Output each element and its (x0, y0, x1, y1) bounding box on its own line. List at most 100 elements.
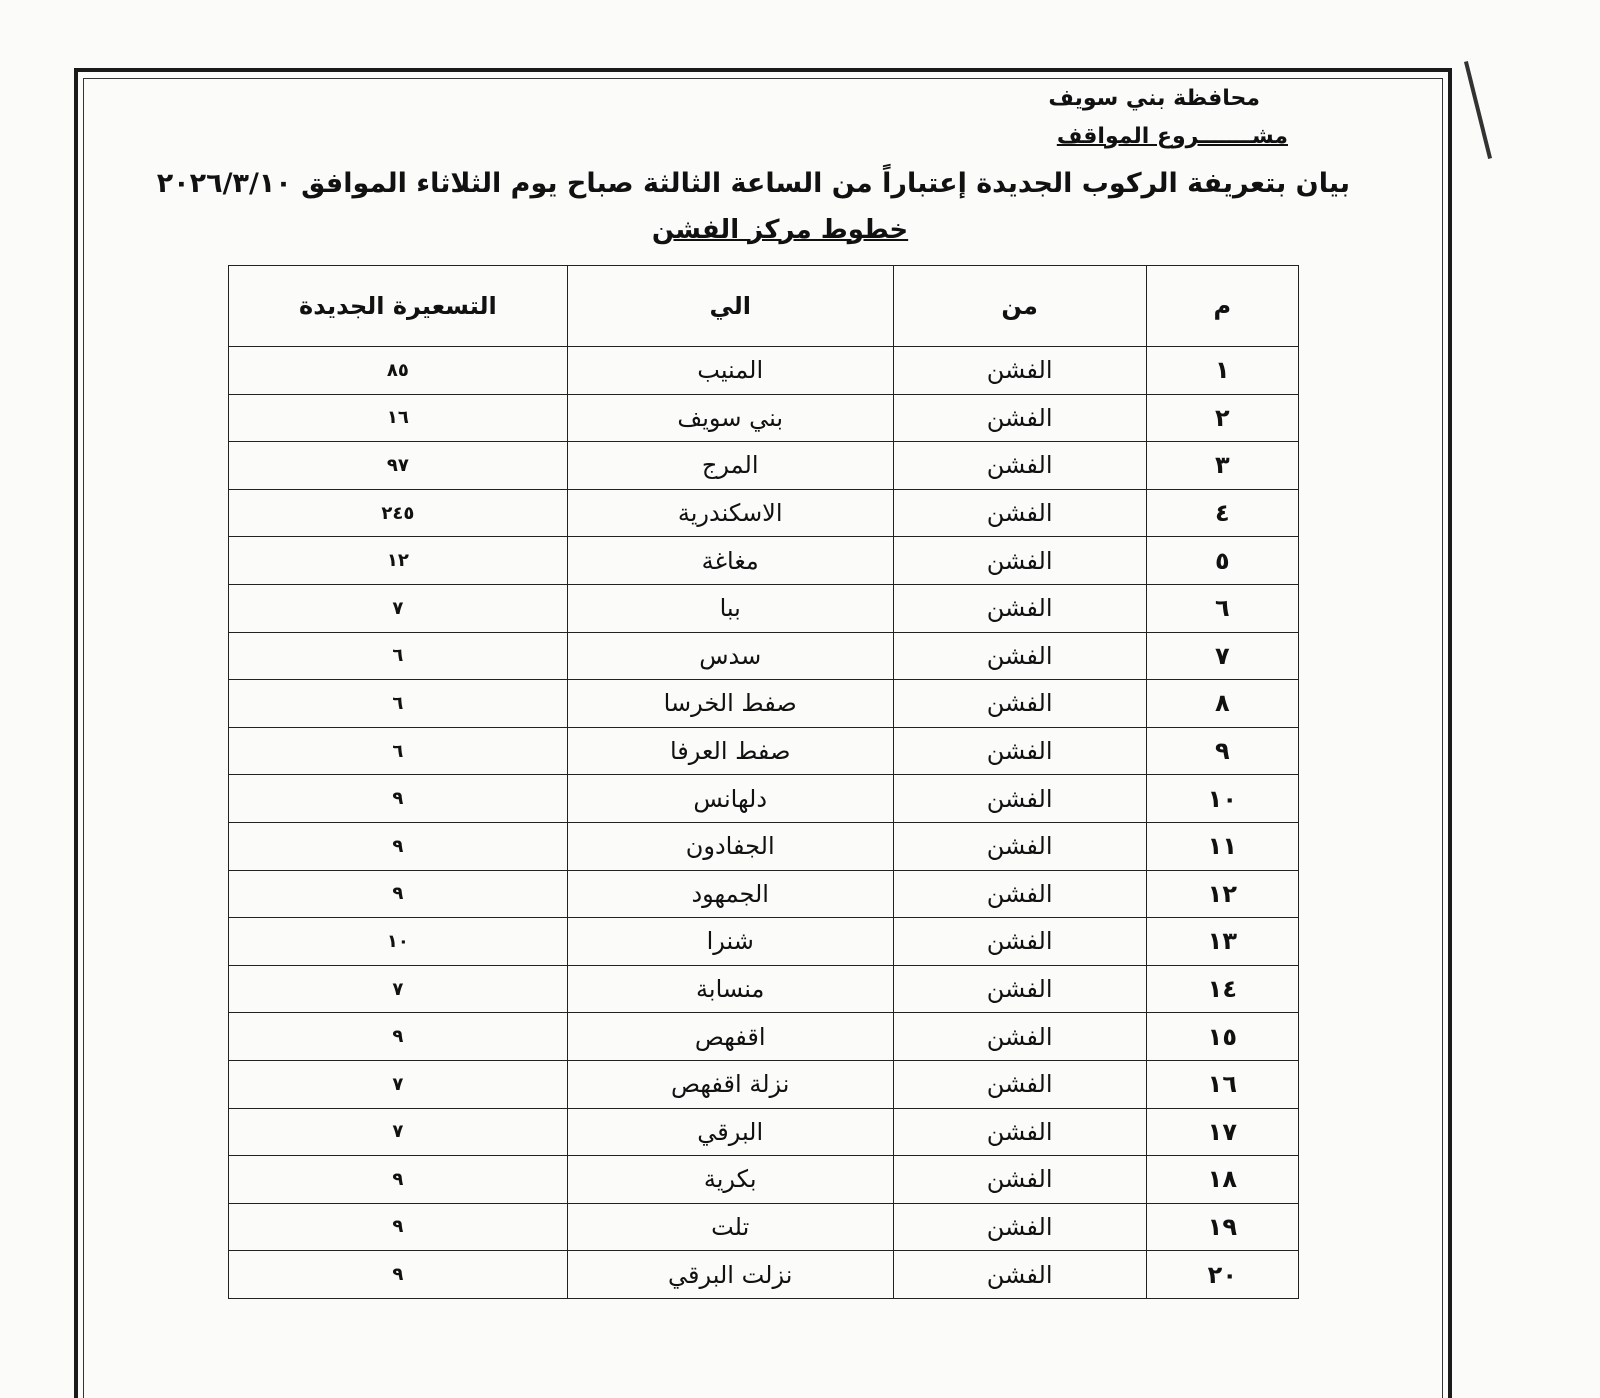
row-number: ٢٠ (1145, 1250, 1300, 1299)
column-header-number: م (1145, 265, 1300, 347)
table-row: ١٥ الفشن اقفهص ٩ (228, 1012, 1300, 1061)
row-to: تلت (566, 1202, 894, 1252)
table-row: ٩ الفشن صفط العرفا ٦ (228, 726, 1300, 776)
row-to: بني سويف (566, 393, 894, 443)
row-number: ٢ (1145, 393, 1300, 443)
row-number: ٨ (1145, 679, 1300, 728)
row-number: ١٦ (1145, 1059, 1300, 1109)
row-from: الفشن (892, 1155, 1147, 1204)
row-number: ٣ (1145, 441, 1300, 490)
row-number: ٤ (1145, 488, 1300, 538)
row-number: ٥ (1145, 536, 1300, 585)
row-number: ١٥ (1145, 1012, 1300, 1061)
row-to: نزلت البرقي (566, 1250, 894, 1299)
row-fare: ٩ (228, 869, 568, 919)
row-to: ببا (566, 583, 894, 633)
row-to: البرقي (566, 1107, 894, 1157)
table-row: ٥ الفشن مغاغة ١٢ (228, 536, 1300, 585)
row-number: ١ (1145, 346, 1300, 395)
row-number: ١٢ (1145, 869, 1300, 919)
row-to: صفط العرفا (566, 726, 894, 776)
row-number: ١١ (1145, 821, 1300, 871)
document-title: بيان بتعريفة الركوب الجديدة إعتباراً من … (156, 168, 1350, 199)
row-from: الفشن (892, 964, 1147, 1014)
table-row: ٣ الفشن المرج ٩٧ (228, 441, 1300, 490)
scan-mark (1463, 61, 1493, 159)
row-number: ١٨ (1145, 1155, 1300, 1204)
column-header-to: الي (566, 265, 894, 347)
row-number: ١٧ (1145, 1107, 1300, 1157)
row-fare: ٦ (228, 631, 568, 681)
table-row: ٢ الفشن بني سويف ١٦ (228, 393, 1300, 443)
table-row: ١٣ الفشن شنرا ١٠ (228, 917, 1300, 966)
row-to: الاسكندرية (566, 488, 894, 538)
table-row: ٦ الفشن ببا ٧ (228, 583, 1300, 633)
row-to: دلهانس (566, 774, 894, 823)
table-row: ١ الفشن المنيب ٨٥ (228, 346, 1300, 395)
row-fare: ٧ (228, 1107, 568, 1157)
row-fare: ٧ (228, 1059, 568, 1109)
row-fare: ٢٤٥ (228, 488, 568, 538)
table-row: ٢٠ الفشن نزلت البرقي ٩ (228, 1250, 1300, 1299)
table-row: ٤ الفشن الاسكندرية ٢٤٥ (228, 488, 1300, 538)
row-to: سدس (566, 631, 894, 681)
row-number: ١٩ (1145, 1202, 1300, 1252)
row-fare: ٦ (228, 679, 568, 728)
row-from: الفشن (892, 1202, 1147, 1252)
row-fare: ٩٧ (228, 441, 568, 490)
row-from: الفشن (892, 536, 1147, 585)
column-header-from: من (892, 265, 1147, 347)
table-row: ١٩ الفشن تلت ٩ (228, 1202, 1300, 1252)
document-subtitle: خطوط مركز الفشن (651, 215, 909, 245)
row-from: الفشن (892, 583, 1147, 633)
row-to: شنرا (566, 917, 894, 966)
row-fare: ٧ (228, 964, 568, 1014)
governorate-heading: محافظة بني سويف (1048, 86, 1260, 111)
row-fare: ١٦ (228, 393, 568, 443)
row-fare: ٩ (228, 1250, 568, 1299)
row-from: الفشن (892, 1059, 1147, 1109)
row-from: الفشن (892, 917, 1147, 966)
row-from: الفشن (892, 488, 1147, 538)
row-number: ٦ (1145, 583, 1300, 633)
row-from: الفشن (892, 821, 1147, 871)
row-from: الفشن (892, 393, 1147, 443)
row-fare: ١٢ (228, 536, 568, 585)
row-fare: ٩ (228, 774, 568, 823)
row-from: الفشن (892, 631, 1147, 681)
project-heading: مشـــــــروع المواقف (1056, 124, 1288, 149)
table-row: ١١ الفشن الجفادون ٩ (228, 821, 1300, 871)
row-to: منسابة (566, 964, 894, 1014)
row-from: الفشن (892, 1012, 1147, 1061)
page-border (74, 68, 1452, 1398)
row-from: الفشن (892, 869, 1147, 919)
row-number: ٩ (1145, 726, 1300, 776)
table-header-row: م من الي التسعيرة الجديدة (228, 265, 1300, 347)
row-to: اقفهص (566, 1012, 894, 1061)
row-from: الفشن (892, 1250, 1147, 1299)
row-to: مغاغة (566, 536, 894, 585)
row-to: المرج (566, 441, 894, 490)
table-row: ١٤ الفشن منسابة ٧ (228, 964, 1300, 1014)
table-row: ١٠ الفشن دلهانس ٩ (228, 774, 1300, 823)
row-to: نزلة اقفهص (566, 1059, 894, 1109)
row-from: الفشن (892, 774, 1147, 823)
table-row: ١٦ الفشن نزلة اقفهص ٧ (228, 1059, 1300, 1109)
row-to: المنيب (566, 346, 894, 395)
row-fare: ٩ (228, 1155, 568, 1204)
row-from: الفشن (892, 726, 1147, 776)
row-fare: ٨٥ (228, 346, 568, 395)
row-fare: ٧ (228, 583, 568, 633)
table-row: ١٨ الفشن بكرية ٩ (228, 1155, 1300, 1204)
row-to: الجفادون (566, 821, 894, 871)
row-from: الفشن (892, 441, 1147, 490)
page-border-inner (83, 78, 1443, 1398)
row-fare: ٩ (228, 821, 568, 871)
row-number: ١٠ (1145, 774, 1300, 823)
row-fare: ١٠ (228, 917, 568, 966)
table-row: ٧ الفشن سدس ٦ (228, 631, 1300, 681)
row-fare: ٦ (228, 726, 568, 776)
row-number: ١٣ (1145, 917, 1300, 966)
table-row: ١٧ الفشن البرقي ٧ (228, 1107, 1300, 1157)
row-to: صفط الخرسا (566, 679, 894, 728)
